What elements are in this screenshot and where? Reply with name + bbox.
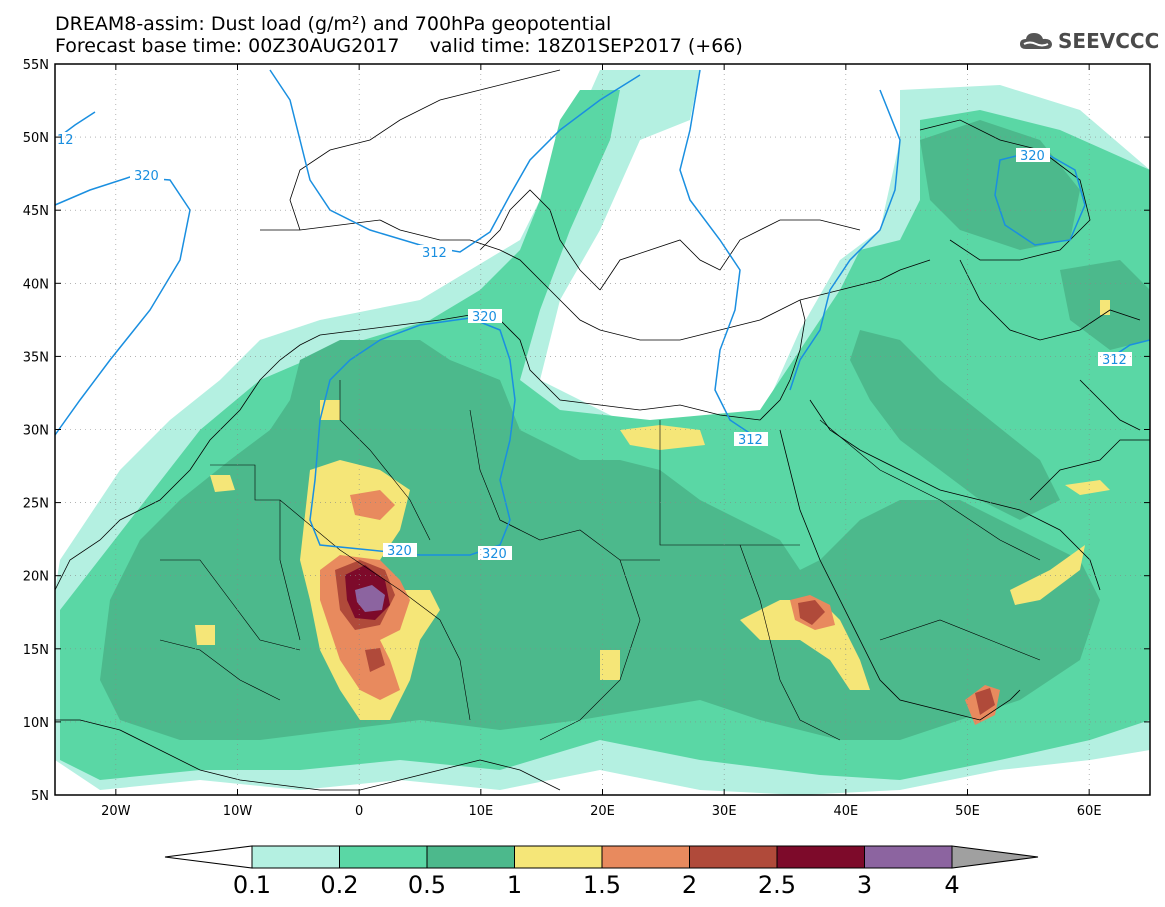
forecast-time-line: Forecast base time: 00Z30AUG2017 valid t… (55, 35, 743, 57)
contour-labels: 12 320 312 320 320 320 320 312 312 (55, 132, 1132, 562)
svg-text:12: 12 (57, 133, 74, 148)
colorbar-segment (251, 845, 340, 869)
cloud-icon (1020, 33, 1052, 49)
gridlines (55, 64, 1150, 795)
colorbar-segment (601, 845, 690, 869)
y-tick-label: 35N (23, 350, 49, 365)
colorbar-label: 0.5 (408, 871, 446, 899)
y-tick-label: 25N (23, 497, 49, 512)
colorbar-label: 0.2 (320, 871, 358, 899)
colorbar-label: 0.1 (233, 871, 271, 899)
svg-text:320: 320 (134, 169, 159, 184)
x-tick-label: 50E (955, 804, 980, 819)
svg-text:320: 320 (482, 547, 507, 562)
colorbar-label: 2 (682, 871, 697, 899)
x-tick-label: 20E (590, 804, 615, 819)
svg-text:312: 312 (738, 433, 763, 448)
colorbar-label: 1.5 (583, 871, 621, 899)
x-tick-label: 30E (712, 804, 737, 819)
colorbar-label: 4 (944, 871, 959, 899)
y-tick-label: 55N (23, 58, 49, 73)
colorbar: 0.1 0.2 0.5 1 1.5 2 2.5 3 4 (164, 845, 1039, 899)
colorbar-segment (776, 845, 865, 869)
y-tick-label: 30N (23, 424, 49, 439)
y-tick-label: 40N (23, 277, 49, 292)
x-tick-label: 10E (468, 804, 493, 819)
colorbar-label: 2.5 (758, 871, 796, 899)
country-borders (159, 380, 1041, 741)
colorbar-label: 3 (857, 871, 872, 899)
colorbar-segment (689, 845, 778, 869)
y-tick-label: 20N (23, 570, 49, 585)
chart-title: DREAM8-assim: Dust load (g/m²) and 700hP… (55, 13, 612, 35)
x-tick-label: 60E (1077, 804, 1102, 819)
y-tick-label: 15N (23, 643, 49, 658)
svg-text:320: 320 (472, 310, 497, 325)
x-tick-label: 20W (101, 804, 131, 819)
colorbar-segment (864, 845, 953, 869)
seevccc-logo: SEEVCCC (1018, 26, 1159, 56)
svg-text:320: 320 (1020, 149, 1045, 164)
map-plot-area: 12 320 312 320 320 320 320 312 312 (55, 64, 1150, 795)
x-tick-label: 40E (833, 804, 858, 819)
geopotential-contours (55, 69, 1150, 556)
logo-text: SEEVCCC (1058, 29, 1160, 53)
colorbar-segment (426, 845, 515, 869)
colorbar-label: 1 (507, 871, 522, 899)
svg-text:320: 320 (387, 544, 412, 559)
colorbar-high-arrow (951, 845, 1039, 869)
dust-load-field (55, 70, 1150, 795)
axis-ticks: 20W 10W 0 10E 20E 30E 40E 50E 60E 55N 50N 45N 40N 35N… (23, 58, 1150, 819)
x-tick-label: 10W (223, 804, 253, 819)
colorbar-low-arrow (164, 845, 253, 869)
y-tick-label: 10N (23, 716, 49, 731)
x-tick-label: 0 (355, 804, 363, 819)
svg-text:312: 312 (1102, 353, 1127, 368)
coastlines (55, 69, 1150, 791)
y-tick-label: 50N (23, 131, 49, 146)
colorbar-segment (339, 845, 428, 869)
y-tick-label: 5N (31, 789, 49, 804)
svg-text:312: 312 (422, 246, 447, 261)
y-tick-label: 45N (23, 204, 49, 219)
colorbar-segment (514, 845, 603, 869)
